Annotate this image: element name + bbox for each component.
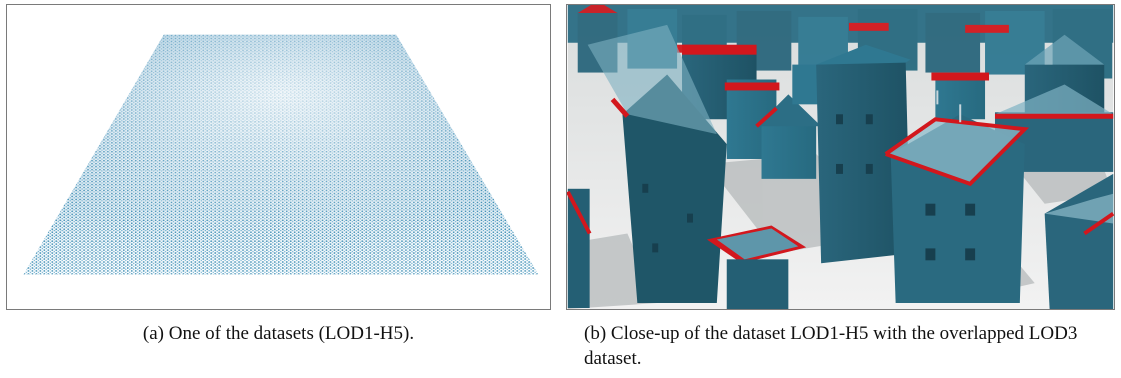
dataset-plane-render <box>23 34 539 275</box>
building-central-tall <box>816 44 911 264</box>
poles <box>936 90 962 123</box>
building-left-tall <box>587 24 727 304</box>
subfigure-b-image <box>566 4 1115 310</box>
point-rows <box>23 34 539 275</box>
building-left-edge <box>567 188 592 309</box>
building-foreground-block <box>706 225 807 309</box>
building-right-edge <box>1044 173 1114 309</box>
buildings-closeup-render <box>567 5 1114 309</box>
building-small-house <box>755 64 822 179</box>
subfigure-a-image <box>6 4 551 310</box>
building-right-house <box>884 114 1030 304</box>
subfigure-a-caption: (a) One of the datasets (LOD1-H5). <box>142 323 415 344</box>
subfigure-b-caption: (b) Close-up of the dataset LOD1-H5 with… <box>584 323 1078 369</box>
